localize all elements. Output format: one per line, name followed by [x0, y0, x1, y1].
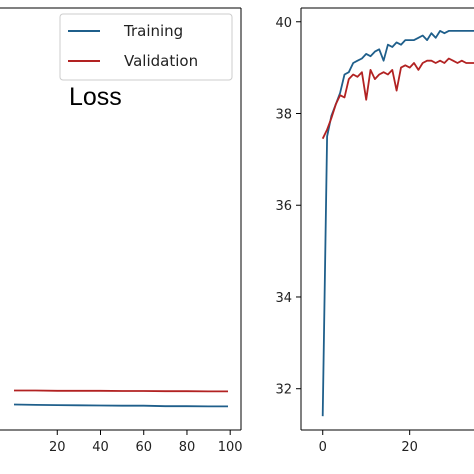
left-loss-plot: 20 40 60 80 100 Training Validation Loss	[0, 7, 243, 455]
right-series-line-validation	[321, 57, 474, 140]
right-y-tick-label: 40	[275, 16, 292, 31]
left-x-tick-label: 60	[135, 440, 152, 455]
right-metric-plot: 0 20 32 34 36 38 40	[275, 7, 474, 455]
right-x-tick-label: 20	[401, 440, 418, 455]
legend-label-training: Training	[123, 22, 183, 40]
loss-annotation: Loss	[69, 83, 122, 111]
right-y-tick-label: 34	[275, 291, 292, 306]
left-x-tick-label: 40	[92, 440, 109, 455]
left-x-tick-label: 80	[179, 440, 196, 455]
left-series-line-training	[13, 403, 228, 408]
right-series-line-training	[321, 29, 474, 417]
legend: Training Validation	[59, 13, 233, 81]
right-y-tick-label: 36	[275, 199, 292, 214]
right-y-tick-label: 32	[275, 383, 292, 398]
left-x-tick-label: 100	[218, 440, 243, 455]
left-x-tick-label: 20	[49, 440, 66, 455]
legend-label-validation: Validation	[124, 52, 198, 70]
right-x-tick-label: 0	[319, 440, 327, 455]
legend-frame	[59, 13, 233, 81]
left-series-line-validation	[14, 389, 228, 393]
right-y-tick-label: 38	[275, 108, 292, 123]
